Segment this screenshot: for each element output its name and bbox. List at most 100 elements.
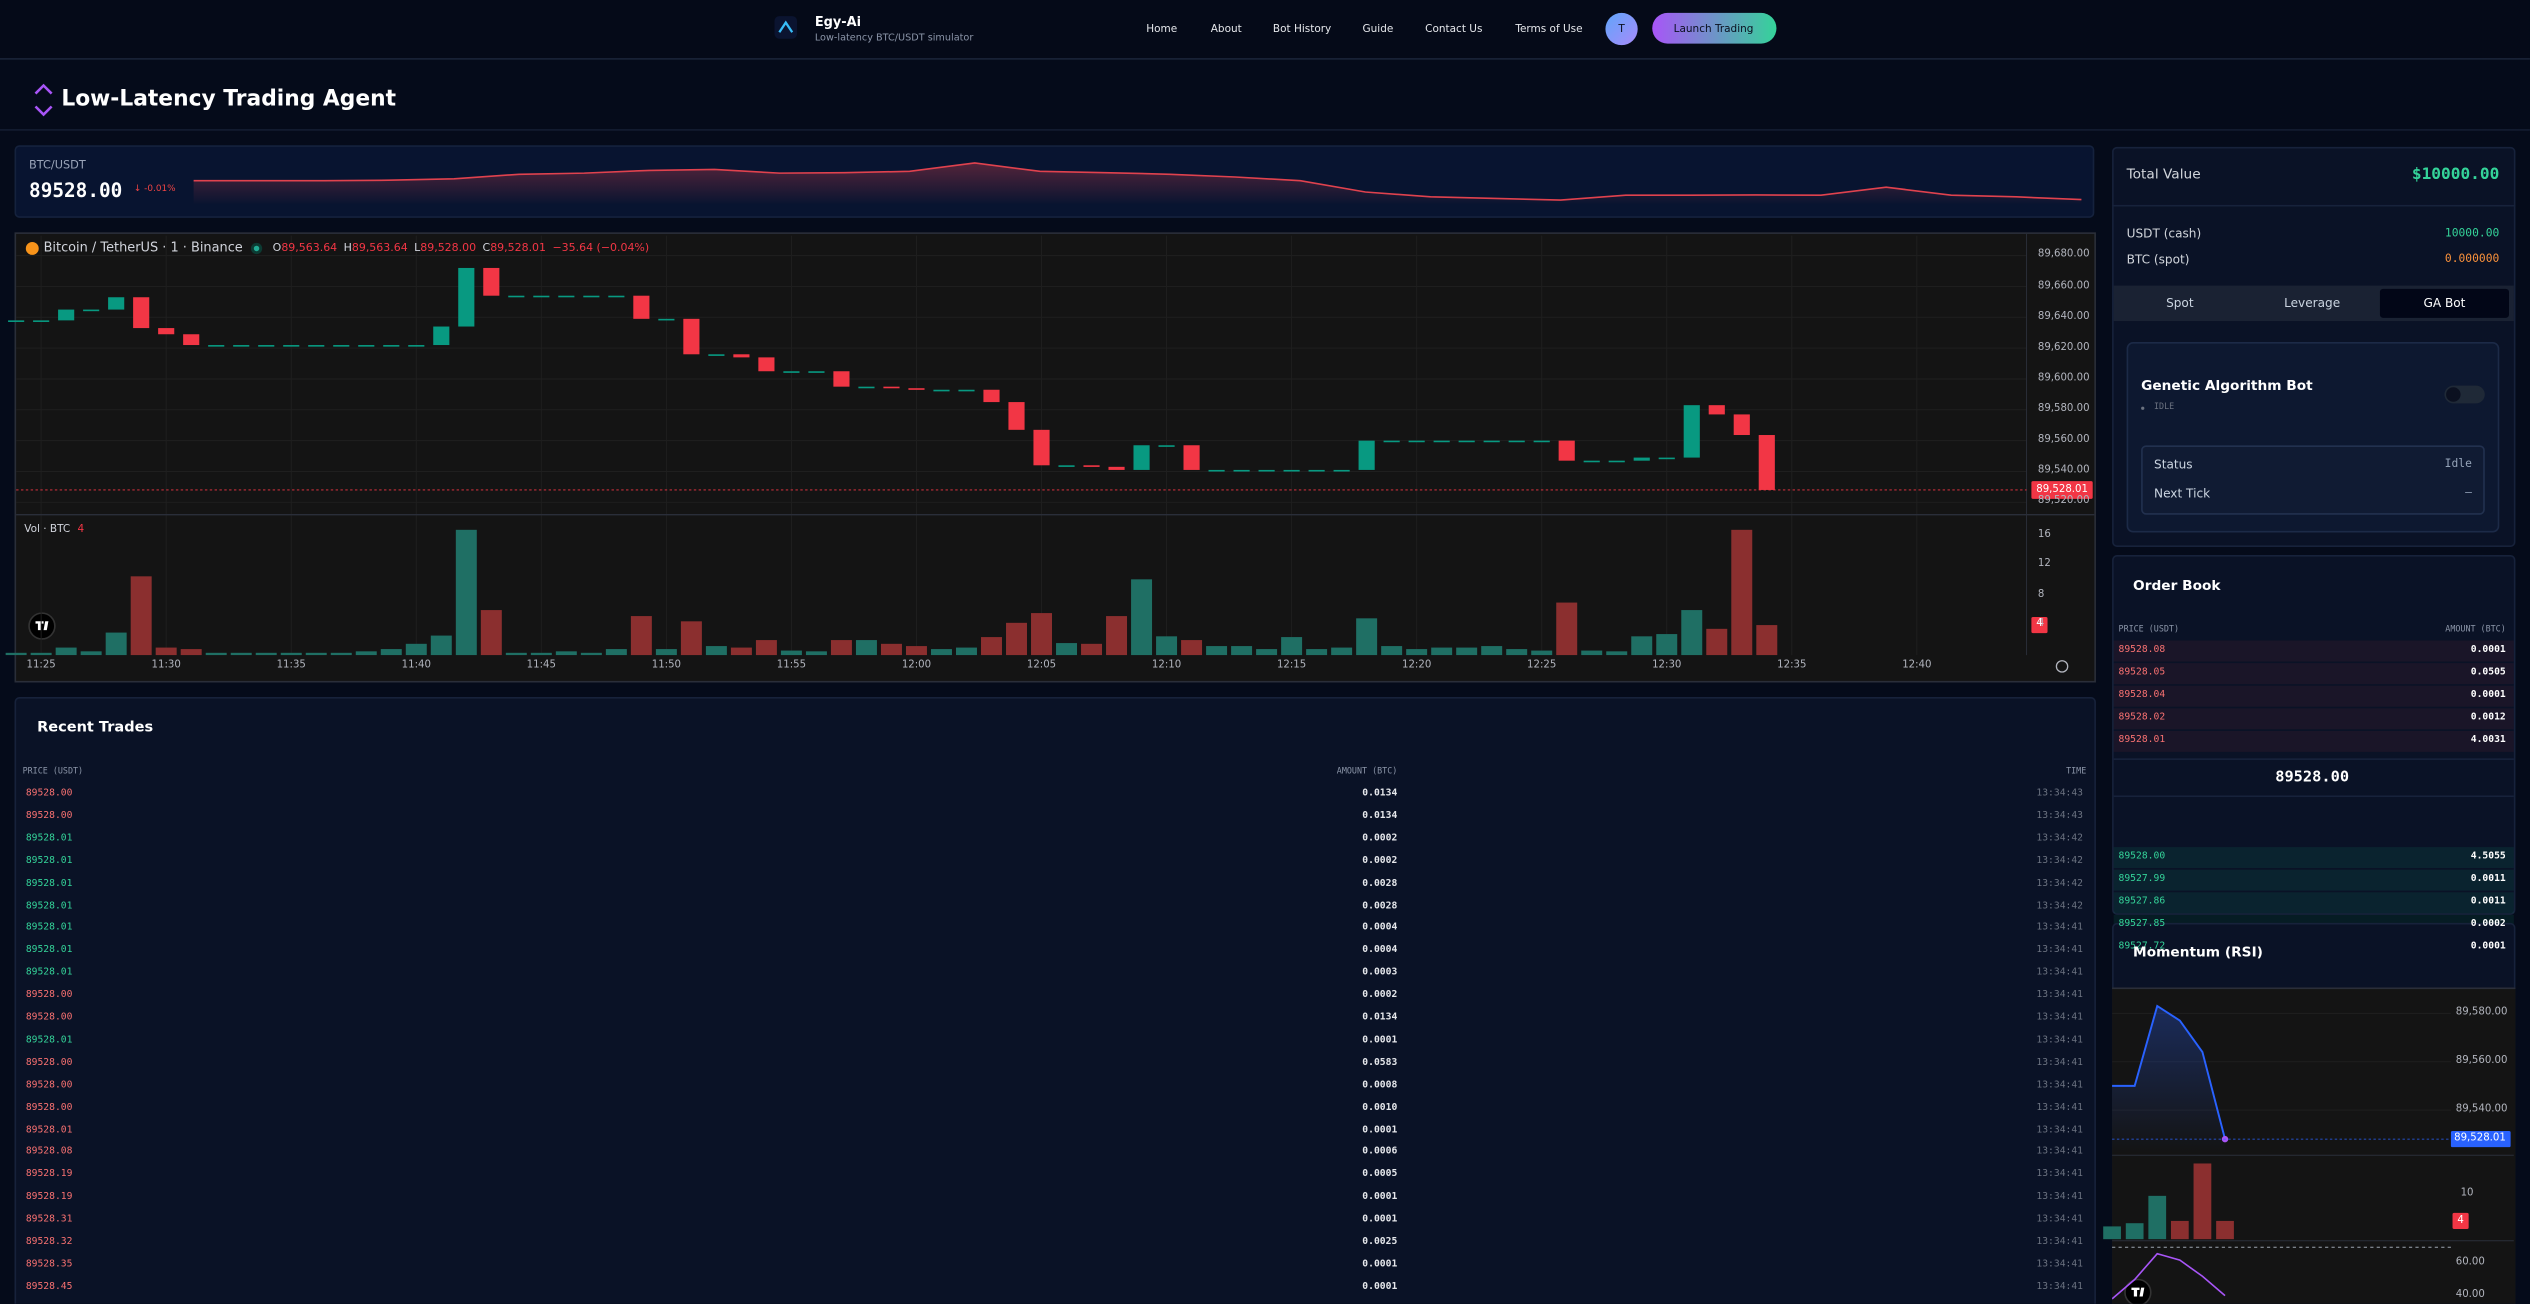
tab[interactable]: Leverage [2284,295,2341,311]
launch-button[interactable] [1652,12,1777,44]
bid-price: 89527.86 [2118,895,2166,907]
volume-bar [1081,643,1103,656]
volume-bar [1506,649,1528,656]
candle [483,267,500,296]
trade-time: 13:34:43 [2036,809,2084,822]
volume-bar [1406,649,1428,656]
ohlc-key: H [343,241,352,255]
trade-amount: 0.0010 [1362,1101,1398,1113]
nav-link[interactable]: Contact Us [1425,22,1483,36]
candle [1408,440,1425,443]
momentum-title: Momentum (RSI) [2133,945,2263,962]
ask-amount: 0.0001 [2470,688,2506,701]
column-header: TIME [2066,767,2087,777]
trade-amount: 0.0006 [1362,1146,1398,1158]
avatar[interactable] [1605,12,1638,46]
volume-bar [580,652,602,656]
trade-price: 89528.01 [25,966,73,979]
volume-bar [1706,628,1728,656]
trade-time: 13:34:41 [2036,1280,2084,1293]
volume-bar [1681,610,1703,656]
volume-bar [430,635,452,656]
candle [83,309,100,312]
candle [1183,445,1200,470]
nav-link[interactable]: Guide [1362,22,1394,36]
candle [158,328,175,335]
ohlc-value: 89,528.00 [420,241,477,255]
volume-title: Vol · BTC [24,522,71,536]
chart-title: Bitcoin / TetherUS · 1 · Binance [43,240,243,255]
volume-bar [1581,650,1603,656]
settings-icon[interactable] [2055,660,2069,673]
ask-row [2113,730,2514,752]
candle [983,389,1000,403]
volume-bar [205,652,227,656]
volume-bar [2170,1220,2189,1240]
trade-amount: 0.0008 [1362,1078,1398,1091]
ask-price: 89528.02 [2118,711,2166,723]
volume-bar [530,652,552,656]
trade-amount: 0.0001 [1362,1258,1398,1270]
toggle-knob[interactable] [2446,387,2461,402]
volume-tick-label: 8 [2037,588,2045,600]
bid-amount: 0.0011 [2470,895,2506,907]
volume-bar [1181,640,1203,656]
nav-link[interactable]: Home [1146,22,1178,36]
candle [233,345,250,347]
candle [208,345,225,347]
volume-bar [905,646,927,656]
candle [808,371,825,373]
trade-amount: 0.0002 [1362,854,1398,866]
mid-price: 89528.00 [2275,768,2350,787]
ask-amount: 4.0031 [2470,734,2506,746]
trade-amount: 0.0002 [1362,832,1398,844]
avatar-initial[interactable]: T [1618,22,1625,36]
volume-bar [5,652,27,656]
nav-link[interactable]: Terms of Use [1515,22,1583,36]
trade-price: 89528.00 [25,989,73,1001]
candle [1433,440,1450,443]
volume-tick-label: 10 [2460,1186,2474,1199]
volume-bar [1381,646,1403,656]
candle [708,354,725,356]
nav-link[interactable]: Bot History [1272,22,1332,36]
volume-bar [1731,529,1753,656]
ohlc-key: O [272,241,282,255]
active-tab[interactable] [2379,288,2509,318]
x-tick-label: 11:40 [401,659,431,671]
candle [8,320,25,322]
tv-logo [28,612,56,640]
tab[interactable]: GA Bot [2423,295,2466,311]
candle [258,345,275,347]
candle [1008,402,1025,430]
launch-label[interactable]: Launch Trading [1673,22,1754,36]
candle [1133,445,1150,470]
y-tick-label: 89,680.00 [2037,248,2090,261]
volume-bar [1131,579,1153,656]
trade-amount: 0.0134 [1362,1011,1398,1023]
sparkline-area [193,162,2082,205]
y-tick-label: 89,600.00 [2037,372,2090,384]
y-tick-label: 89,640.00 [2037,310,2090,322]
candle [1758,435,1775,490]
trade-amount: 0.0001 [1362,1034,1398,1046]
candle [108,297,125,310]
candle [1033,429,1050,466]
trade-price: 89528.01 [25,921,73,934]
trade-time: 13:34:41 [2036,1011,2084,1023]
column-header: PRICE (USDT) [2118,625,2180,635]
volume-bar [1481,646,1503,656]
candle [458,267,475,327]
volume-bar [981,637,1002,656]
volume-bar [2125,1223,2144,1240]
volume-bar [1031,613,1053,656]
candle [758,357,775,372]
nav-link[interactable]: About [1210,22,1242,36]
trade-time: 13:34:41 [2036,1213,2084,1225]
volume-last: 4 [77,522,85,536]
trade-price: 89528.00 [25,1078,73,1091]
trade-time: 13:34:41 [2036,966,2084,979]
candle [1508,440,1525,443]
tab[interactable]: Spot [2166,295,2194,311]
x-tick-label: 12:30 [1652,659,1682,671]
